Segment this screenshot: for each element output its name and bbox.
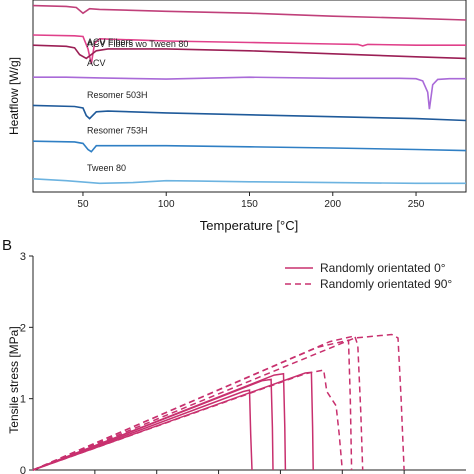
panel-a-x-axis-label: Temperature [°C] xyxy=(200,218,298,233)
heatflow-line-resomer-753h xyxy=(32,140,467,153)
panel-b-series-group xyxy=(32,333,405,471)
heatflow-line-resomer-503h xyxy=(32,104,467,122)
panel-b-y-tick-label: 3 xyxy=(20,251,26,263)
panel-b-letter: B xyxy=(2,237,12,254)
panel-a-x-tick-label: 100 xyxy=(158,199,175,210)
panel-a-x-tick-label: 150 xyxy=(241,199,258,210)
panel-a-series-group xyxy=(32,4,467,185)
stress-curve-orientated-90-8 xyxy=(32,333,405,471)
panel-a-y-axis-label: Heatflow [W/g] xyxy=(7,57,21,135)
heatflow-label-acv-fibers: ACV Fibers xyxy=(87,37,134,47)
panel-b-y-tick-label: 0 xyxy=(20,465,26,474)
legend-label-randomly-orientated-90: Randomly orientated 90° xyxy=(320,277,452,291)
stress-curve-orientated-90-5 xyxy=(32,369,344,471)
panel-b-tensile-chart: B 0 1 2 3 Tensile stress [MPa] Randomly ori… xyxy=(2,237,466,474)
panel-b-legend: Randomly orientated 0° Randomly orientate… xyxy=(285,261,452,291)
panel-b-x-axis-ticks xyxy=(94,470,405,474)
heatflow-label-acv-fibers-wo-tween-80: ACV Fibers wo Tween 80 xyxy=(87,39,188,49)
panel-b-y-axis-label: Tensile stress [MPa] xyxy=(7,326,21,433)
heatflow-label-resomer-753h: Resomer 753H xyxy=(87,126,148,136)
panel-a-x-tick-label: 50 xyxy=(77,199,89,210)
heatflow-line-acv-fibers xyxy=(32,44,467,60)
legend-label-randomly-orientated-0: Randomly orientated 0° xyxy=(320,261,446,275)
stress-curve-orientated-90-7 xyxy=(32,335,364,471)
panel-a-x-tick-label: 200 xyxy=(324,199,341,210)
heatflow-line-acv xyxy=(33,76,466,110)
heatflow-line-top-trace xyxy=(32,4,467,21)
heatflow-line-tween-80 xyxy=(32,178,466,185)
heatflow-line-acv-fibers-wo-tween-80 xyxy=(32,34,466,65)
stress-curve-orientated-0-3 xyxy=(32,372,287,471)
panel-b-y-axis: 0 1 2 3 xyxy=(20,251,33,474)
heatflow-label-resomer-503h: Resomer 503H xyxy=(87,90,148,100)
panel-b-y-tick-label: 2 xyxy=(20,322,26,334)
stress-curve-orientated-0-1 xyxy=(32,389,253,471)
panel-a-x-tick-label: 250 xyxy=(408,199,425,210)
heatflow-label-acv: ACV xyxy=(87,58,106,68)
heatflow-label-tween-80: Tween 80 xyxy=(87,163,126,173)
panel-a-x-axis: 50 100 150 200 250 xyxy=(77,192,425,210)
panel-b-y-tick-label: 1 xyxy=(20,394,26,406)
